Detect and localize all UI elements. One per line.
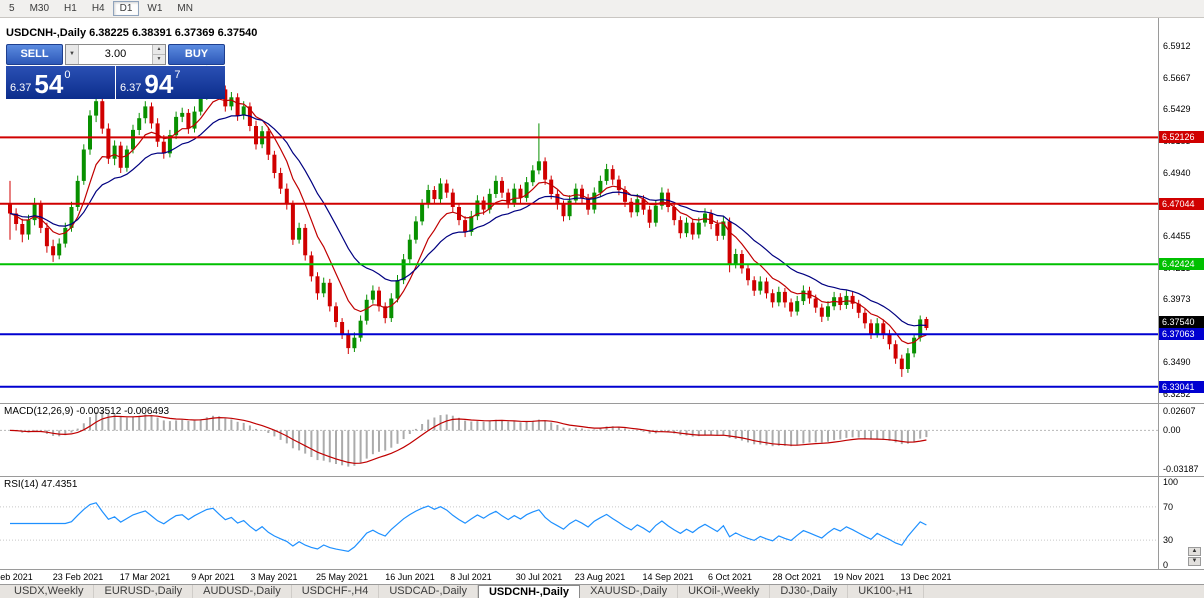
chart-tab-ukoil-weekly[interactable]: UKOil-,Weekly [678,585,771,598]
date-tick-label: 8 Jul 2021 [450,572,492,582]
date-tick-label: 19 Nov 2021 [833,572,885,582]
level-price-badge: 6.42424 [1159,258,1204,270]
macd-plot[interactable]: MACD(12,26,9) -0.003512 -0.006493 [0,404,1158,476]
macd-scale-label: -0.03187 [1163,464,1199,474]
price-tick-label: 6.5667 [1163,73,1191,83]
volume-stepper: ▲ ▼ [152,45,165,64]
main-chart-panel: USDCNH-,Daily 6.38225 6.38391 6.37369 6.… [0,18,1204,403]
rsi-scale-label: 100 [1163,477,1179,487]
date-tick-label: 25 May 2021 [315,572,369,582]
timeframe-button-h1[interactable]: H1 [64,3,77,14]
price-tick-label: 6.5912 [1163,41,1191,51]
chart-tab-usdx-weekly[interactable]: USDX,Weekly [4,585,95,598]
chart-tab-uk100-h1[interactable]: UK100-,H1 [848,585,924,598]
date-tick-label: 23 Feb 2021 [52,572,104,582]
date-tick-label: 28 Oct 2021 [772,572,822,582]
macd-axis: 0.02607 0.00 -0.03187 [1158,404,1204,476]
sell-price-sup: 0 [64,69,71,81]
level-price-badge: 6.33041 [1159,381,1204,393]
price-tick-label: 6.3973 [1163,294,1191,304]
rsi-canvas [0,502,1158,553]
sell-button[interactable]: SELL [6,44,63,65]
volume-increase-button[interactable]: ▲ [153,45,165,55]
rsi-scale-label: 30 [1163,535,1174,545]
macd-label: MACD(12,26,9) -0.003512 -0.006493 [4,406,170,417]
rsi-axis: ▲ ▼ 100 70 30 0 [1158,477,1204,570]
macd-indicator-panel: MACD(12,26,9) -0.003512 -0.006493 0.0260… [0,403,1204,476]
chart-tab-usdchf-h4[interactable]: USDCHF-,H4 [292,585,380,598]
price-tick-label: 6.3252 [1163,389,1191,399]
price-tick-label: 6.5429 [1163,104,1191,114]
chart-tab-audusd-daily[interactable]: AUDUSD-,Daily [193,585,292,598]
chart-tab-usdcnh-daily[interactable]: USDCNH-,Daily [477,585,581,598]
price-tick-label: 6.3490 [1163,357,1191,367]
sell-price-prefix: 6.37 [10,82,32,94]
timeframe-button-mn[interactable]: MN [177,3,193,14]
rsi-plot[interactable]: RSI(14) 47.4351 [0,477,1158,569]
buy-price-sup: 7 [174,69,181,81]
timeframe-button-5[interactable]: 5 [9,3,15,14]
timeframe-button-m30[interactable]: M30 [29,3,50,14]
level-price-badge: 6.47044 [1159,198,1204,210]
macd-scale-label: 0.02607 [1163,406,1196,416]
scroll-down-button[interactable]: ▼ [1188,557,1201,566]
buy-button[interactable]: BUY [168,44,225,65]
date-axis: 1 Feb 2021 23 Feb 2021 17 Mar 2021 9 Apr 20… [0,569,1204,584]
date-tick-label: 1 Feb 2021 [0,572,33,582]
macd-scale-label: 0.00 [1163,425,1181,435]
buy-price-prefix: 6.37 [120,82,142,94]
rsi-scale-label: 70 [1163,502,1174,512]
rsi-label: RSI(14) 47.4351 [4,479,78,490]
chart-tab-dj30-daily[interactable]: DJ30-,Daily [770,585,849,598]
rsi-scale-label: 0 [1163,560,1169,570]
buy-quote-panel[interactable]: 6.37 94 7 [116,66,225,99]
chart-tab-eurusd-daily[interactable]: EURUSD-,Daily [94,585,194,598]
date-tick-label: 16 Jun 2021 [385,572,435,582]
chart-tab-usdcad-daily[interactable]: USDCAD-,Daily [379,585,478,598]
main-chart-plot[interactable]: USDCNH-,Daily 6.38225 6.38391 6.37369 6.… [0,18,1158,403]
chart-tab-bar: USDX,Weekly EURUSD-,Daily AUDUSD-,Daily USD… [0,584,1204,598]
timeframe-button-d1[interactable]: D1 [112,1,140,16]
price-tick-label: 6.4940 [1163,168,1191,178]
timeframe-toolbar: 5 M30 H1 H4 D1 W1 MN [0,0,1204,18]
sell-price-big: 54 [34,69,64,99]
date-tick-label: 3 May 2021 [250,572,298,582]
timeframe-button-w1[interactable]: W1 [147,3,163,14]
date-tick-label: 14 Sep 2021 [642,572,694,582]
price-axis: 6.59126.56676.54296.51836.49406.46976.44… [1158,18,1204,403]
chart-tab-xauusd-daily[interactable]: XAUUSD-,Daily [580,585,679,598]
level-price-badge: 6.52126 [1159,131,1204,143]
date-tick-label: 9 Apr 2021 [191,572,235,582]
date-tick-label: 6 Oct 2021 [707,572,753,582]
candlestick-canvas [0,65,1158,388]
buy-price-big: 94 [144,69,174,99]
level-price-badge: 6.37063 [1159,328,1204,340]
date-tick-label: 17 Mar 2021 [119,572,171,582]
price-tick-label: 6.4455 [1163,231,1191,241]
volume-input-group: ▼ 3.00 ▲ ▼ [65,44,166,65]
rsi-indicator-panel: RSI(14) 47.4351 ▲ ▼ 100 70 30 0 [0,476,1204,570]
date-tick-label: 30 Jul 2021 [515,572,563,582]
volume-dropdown-icon[interactable]: ▼ [66,45,79,64]
scroll-up-button[interactable]: ▲ [1188,547,1201,556]
date-tick-label: 23 Aug 2021 [574,572,626,582]
one-click-trade-widget: SELL ▼ 3.00 ▲ ▼ BUY 6.37 54 0 [6,44,225,99]
date-tick-label: 13 Dec 2021 [900,572,952,582]
chart-title: USDCNH-,Daily 6.38225 6.38391 6.37369 6.… [6,27,258,39]
volume-value[interactable]: 3.00 [104,48,127,60]
sell-quote-panel[interactable]: 6.37 54 0 [6,66,115,99]
current-price-badge: 6.37540 [1159,316,1204,328]
volume-decrease-button[interactable]: ▼ [153,55,165,64]
macd-canvas [0,410,1158,467]
timeframe-button-h4[interactable]: H4 [91,3,105,14]
